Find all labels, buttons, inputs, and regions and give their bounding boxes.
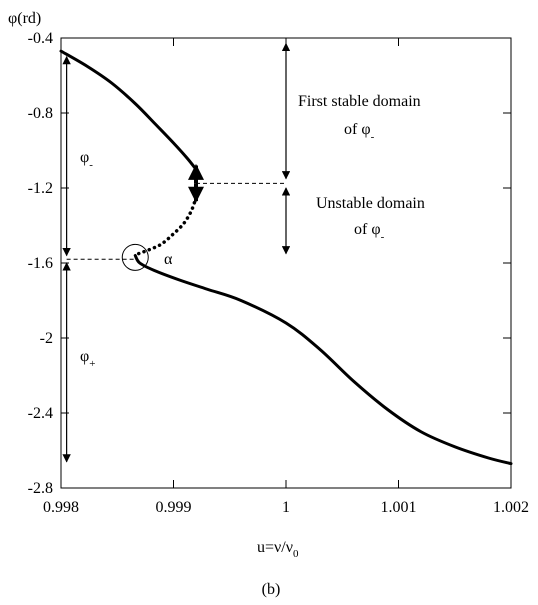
y-tick-label: -2.4 [28, 405, 53, 422]
series-0-line [59, 49, 198, 171]
phi-plus-label: φ+ [80, 348, 95, 370]
series-1-line [133, 195, 198, 258]
series-2-line [133, 254, 513, 466]
annotation-guides [62, 42, 291, 463]
x-tick-label: 0.999 [156, 499, 192, 516]
alpha-circle [121, 243, 149, 271]
x-tick-label: 1.001 [381, 499, 417, 516]
alpha-label: α [164, 251, 173, 268]
x-tick-label: 1 [282, 499, 290, 516]
unstable-domain-line1: Unstable domain [316, 195, 425, 212]
stable-domain-line1: First stable domain [298, 93, 421, 110]
y-tick-label: -1.6 [28, 255, 53, 272]
x-axis-label: u=ν/ν0 [257, 539, 299, 560]
y-tick-label: -1.2 [28, 180, 53, 197]
x-tick-label: 0.998 [43, 499, 79, 516]
y-axis-label: φ(rd) [8, 10, 41, 27]
stable-domain-line2: of φ- [344, 121, 375, 143]
series-group [59, 49, 513, 466]
axis-ticks: -0.4 -0.8 -1.2 -1.6 -2 -2.4 -2.8 0.998 0.999 1 1.0… [28, 30, 529, 516]
figure-caption: (b) [262, 581, 281, 598]
y-tick-label: -2 [40, 330, 53, 347]
y-tick-label: -0.4 [28, 30, 53, 47]
y-tick-label: -2.8 [28, 480, 53, 497]
x-tick-label: 1.002 [493, 499, 529, 516]
phi-minus-label: φ- [80, 149, 93, 171]
unstable-domain-line2: of φ- [354, 221, 385, 243]
y-tick-label: -0.8 [28, 105, 53, 122]
